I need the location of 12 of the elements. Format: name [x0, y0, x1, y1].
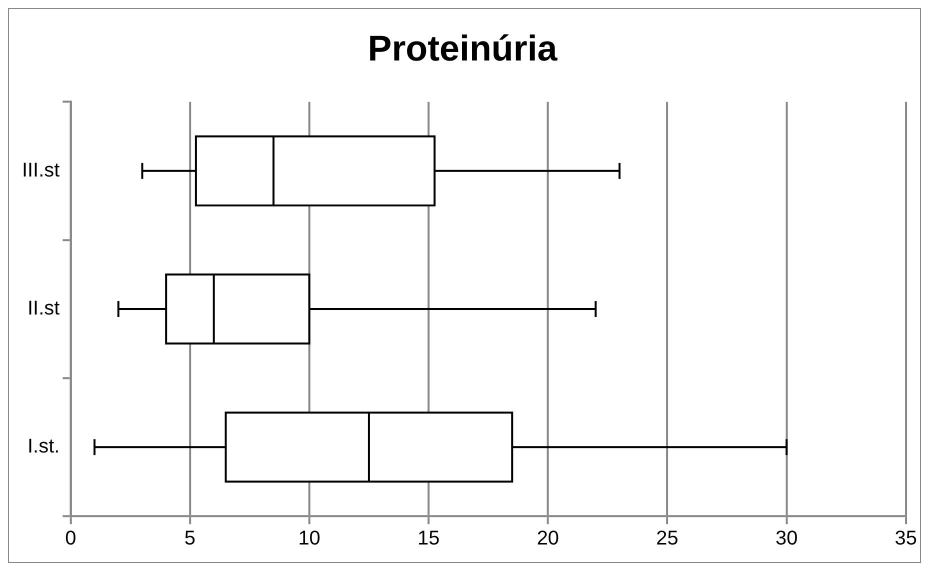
- x-tick-label: 20: [536, 528, 560, 550]
- x-tick-label: 0: [65, 528, 76, 550]
- x-tick-label: 10: [298, 528, 320, 550]
- x-tick-label: 25: [656, 528, 678, 550]
- y-tick-label: III.st: [22, 159, 60, 182]
- y-tick-label: II.st: [28, 298, 60, 320]
- y-tick-label: I.st.: [28, 436, 60, 458]
- chart-title: Proteinúria: [368, 28, 558, 68]
- x-tick-label: 5: [184, 528, 196, 550]
- x-tick-label: 35: [894, 528, 918, 550]
- x-tick-label: 30: [775, 528, 798, 550]
- x-tick-label: 15: [418, 528, 440, 550]
